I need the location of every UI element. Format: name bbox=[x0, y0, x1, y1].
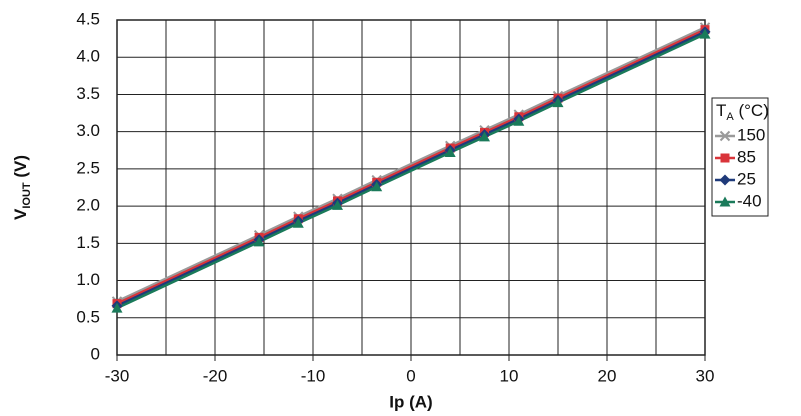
y-tick-label: 0.5 bbox=[76, 307, 100, 326]
legend-title-part: (°C) bbox=[734, 101, 769, 120]
x-tick-label: 30 bbox=[696, 366, 715, 385]
x-tick-label: -20 bbox=[203, 366, 228, 385]
y-tick-label: 4.0 bbox=[76, 47, 100, 66]
x-tick-label: 0 bbox=[406, 366, 415, 385]
y-tick-label: 4.5 bbox=[76, 9, 100, 28]
y-tick-label: 0 bbox=[91, 344, 100, 363]
y-tick-label: 1.0 bbox=[76, 270, 100, 289]
legend-label: 85 bbox=[737, 147, 756, 166]
x-tick-label: 10 bbox=[500, 366, 519, 385]
y-tick-label: 2.5 bbox=[76, 158, 100, 177]
legend-label: -40 bbox=[737, 191, 762, 210]
x-tick-label: 20 bbox=[598, 366, 617, 385]
x-tick-label: -10 bbox=[301, 366, 326, 385]
legend-title-part: T bbox=[716, 101, 726, 120]
legend-marker bbox=[721, 154, 730, 163]
y-tick-label: 3.5 bbox=[76, 84, 100, 103]
legend-label: 150 bbox=[737, 125, 765, 144]
y-axis-label-part: (V) bbox=[11, 155, 30, 182]
x-tick-label: -30 bbox=[105, 366, 130, 385]
y-axis-label-part: V bbox=[11, 208, 30, 220]
x-axis-label: Ip (A) bbox=[389, 392, 432, 411]
y-tick-label: 1.5 bbox=[76, 233, 100, 252]
y-tick-label: 3.0 bbox=[76, 121, 100, 140]
legend-label: 25 bbox=[737, 169, 756, 188]
legend-title: TA (°C) bbox=[716, 101, 769, 122]
page: 0 0.5 1.0 1.5 2.0 2.5 3.0 3.5 4.0 4.5 -30 -20 -10 0 10… bbox=[0, 0, 801, 416]
y-axis-label-part: IOUT bbox=[21, 182, 33, 209]
chart: 0 0.5 1.0 1.5 2.0 2.5 3.0 3.5 4.0 4.5 -30 -20 -10 0 10… bbox=[0, 0, 801, 416]
background bbox=[0, 0, 801, 416]
y-tick-label: 2.0 bbox=[76, 196, 100, 215]
